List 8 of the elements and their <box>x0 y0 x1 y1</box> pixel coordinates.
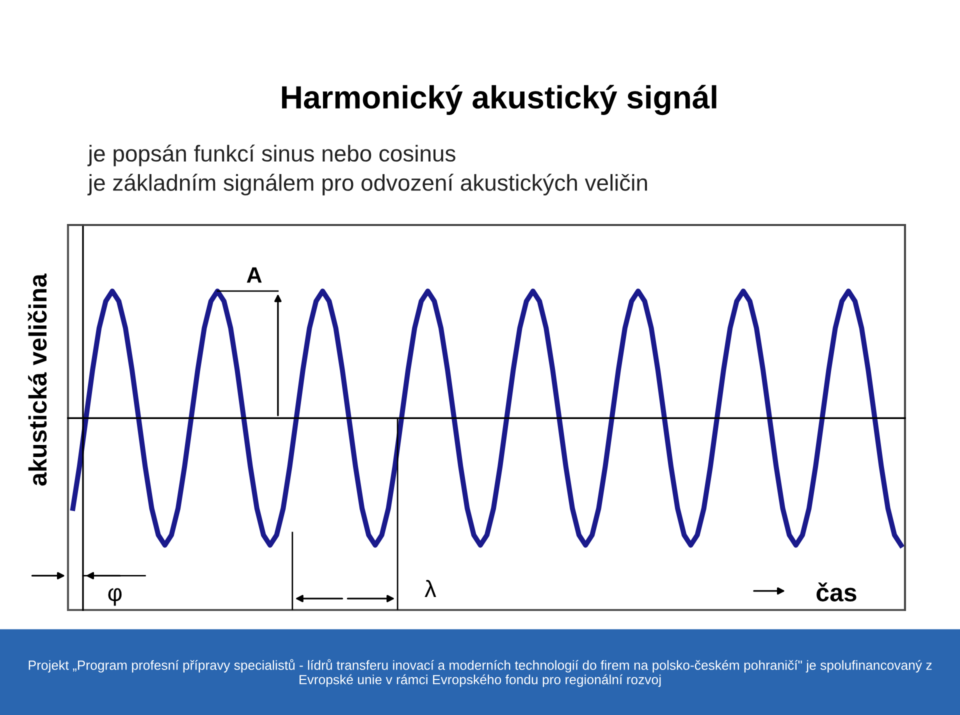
text: A <box>246 267 262 283</box>
y-axis-title: akustická veličina <box>28 274 47 486</box>
text: φ <box>108 588 122 606</box>
chart-subtitle: je popsán funkcí sinus nebo cosinus je základním signálem pro odvození akustických veličin <box>87 144 647 196</box>
text: λ <box>424 580 436 598</box>
text: Projekt „Program profesní přípravy specialistů - lídrů transferu inovací a moderních technologií do firem na polsko-českém pohraničí" je spolufinancovaný z Evropské unie v rámci Evropského fondu pro regionální rozvoj <box>28 659 932 687</box>
text: čas <box>816 582 856 602</box>
chart-title: Harmonický akustický signál <box>282 84 716 116</box>
